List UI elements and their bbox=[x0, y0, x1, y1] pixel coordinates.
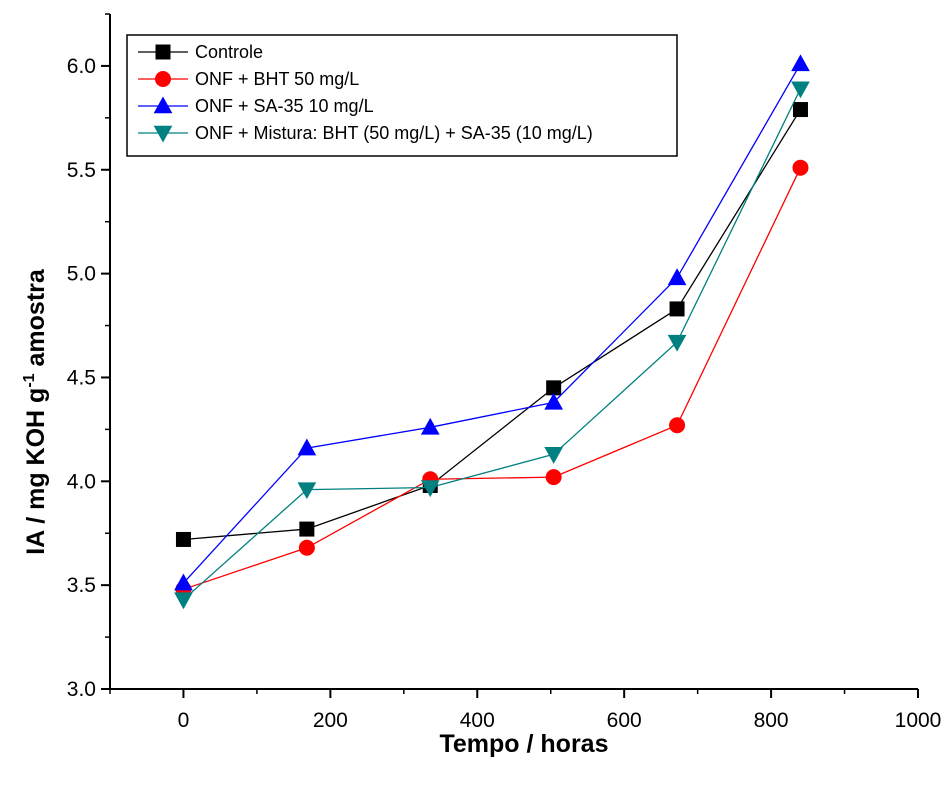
y-tick-label: 4.0 bbox=[67, 470, 96, 493]
y-tick-label: 3.0 bbox=[67, 678, 96, 701]
y-axis-title-superscript: -1 bbox=[21, 373, 38, 387]
legend-item: Controle bbox=[138, 42, 263, 62]
y-ticks: 3.0 3.5 4.0 4.5 5.0 5.5 6.0 bbox=[67, 13, 110, 701]
data-point bbox=[420, 417, 440, 435]
y-tick-label: 6.0 bbox=[67, 55, 96, 78]
data-point bbox=[420, 480, 440, 498]
series-layer bbox=[174, 54, 810, 610]
y-tick-label: 4.5 bbox=[67, 366, 96, 389]
data-point bbox=[791, 54, 810, 72]
x-ticks: 0 200 400 600 800 1000 bbox=[109, 689, 942, 732]
series-1 bbox=[175, 102, 808, 547]
series-2 bbox=[175, 159, 809, 598]
x-axis-title: Tempo / horas bbox=[439, 730, 608, 758]
data-point bbox=[297, 482, 317, 500]
data-point bbox=[792, 159, 809, 176]
series-line bbox=[183, 109, 802, 541]
data-point bbox=[175, 531, 191, 547]
legend-marker bbox=[153, 125, 173, 143]
legend-box bbox=[126, 34, 678, 157]
legend-items: Controle ONF + BHT 50 mg/L ONF + SA-35 10 … bbox=[138, 42, 593, 143]
x-tick-label: 800 bbox=[754, 709, 789, 732]
legend-item: ONF + Mistura: BHT (50 mg/L) + SA-35 (10… bbox=[138, 123, 593, 143]
data-point bbox=[299, 521, 315, 537]
series-line bbox=[183, 88, 802, 601]
data-point bbox=[667, 334, 687, 352]
x-tick-label: 200 bbox=[313, 709, 348, 732]
data-point bbox=[791, 81, 810, 99]
data-point bbox=[297, 438, 317, 456]
y-tick-label: 5.5 bbox=[67, 159, 96, 182]
x-tick-label: 600 bbox=[607, 709, 642, 732]
y-tick-label: 3.5 bbox=[67, 574, 96, 597]
data-point bbox=[544, 392, 564, 410]
legend-label: ONF + Mistura: BHT (50 mg/L) + SA-35 (10… bbox=[195, 123, 593, 143]
data-point bbox=[544, 447, 564, 464]
data-point bbox=[545, 469, 562, 486]
series-line bbox=[183, 167, 802, 590]
data-point bbox=[667, 268, 687, 286]
legend-label: ONF + SA-35 10 mg/L bbox=[195, 96, 374, 116]
data-point bbox=[174, 592, 193, 610]
series-3 bbox=[174, 54, 810, 591]
data-point bbox=[546, 380, 562, 396]
axes bbox=[109, 14, 918, 690]
x-tick-label: 1000 bbox=[895, 709, 942, 732]
legend-item: ONF + BHT 50 mg/L bbox=[138, 69, 359, 89]
legend-marker bbox=[155, 71, 171, 87]
series-line bbox=[182, 63, 802, 584]
x-tick-label: 0 bbox=[178, 709, 190, 732]
legend-label: Controle bbox=[195, 42, 263, 62]
y-axis-title-main: IA / mg KOH g bbox=[22, 388, 50, 555]
data-point bbox=[669, 301, 685, 317]
data-point bbox=[298, 539, 315, 556]
legend-label: ONF + BHT 50 mg/L bbox=[195, 69, 359, 89]
data-point bbox=[792, 102, 808, 118]
data-point bbox=[174, 573, 193, 591]
legend: Controle ONF + BHT 50 mg/L ONF + SA-35 10 … bbox=[126, 34, 678, 157]
y-axis-title-tail: amostra bbox=[22, 268, 50, 373]
legend-marker bbox=[155, 44, 171, 60]
series-4 bbox=[174, 81, 810, 610]
y-axis-title: IA / mg KOH g-1 amostra bbox=[21, 268, 50, 555]
legend-item: ONF + SA-35 10 mg/L bbox=[138, 96, 374, 116]
legend-marker bbox=[153, 96, 173, 114]
x-tick-label: 400 bbox=[460, 709, 495, 732]
data-point bbox=[669, 417, 686, 434]
y-tick-label: 5.0 bbox=[67, 263, 96, 286]
